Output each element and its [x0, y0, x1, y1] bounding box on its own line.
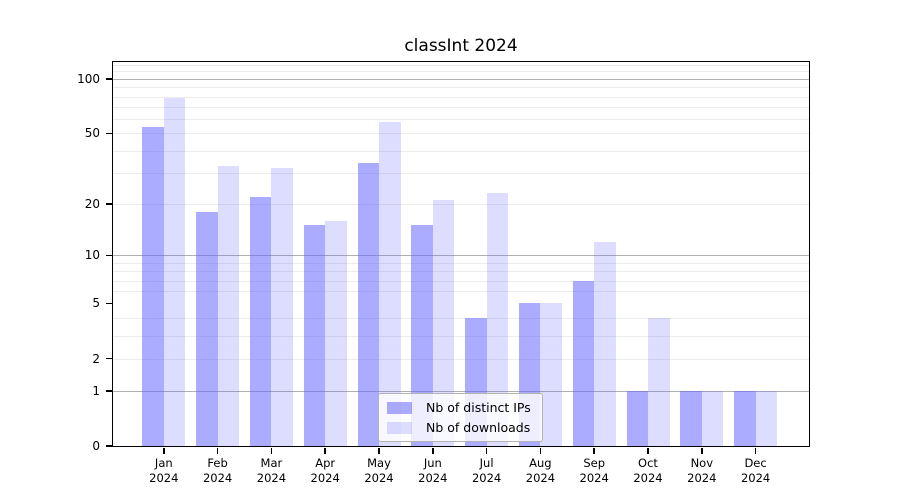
bar-downloads-jan: [163, 98, 186, 446]
bar-downloads-may: [379, 121, 401, 446]
bar-downloads-mar: [271, 167, 293, 446]
bar-downloads-oct: [648, 318, 670, 446]
y-tick-label-2: 2: [92, 351, 100, 366]
y-tick-label-5: 5: [92, 296, 100, 311]
bar-distinct-ips-may: [357, 163, 379, 446]
gridline-major-100: [113, 78, 809, 80]
legend-item-distinct-ips: Nb of distinct IPs: [387, 400, 534, 415]
bar-distinct-ips-dec: [734, 390, 756, 446]
gridline-minor-110: [113, 71, 809, 73]
legend-swatch-downloads: [387, 421, 412, 434]
y-tick-mark-50: [106, 132, 113, 135]
gridline-minor-6: [113, 291, 809, 293]
gridline-minor-90: [113, 87, 809, 89]
legend: Nb of distinct IPs Nb of downloads: [378, 393, 543, 442]
x-tick-mark-apr: [324, 447, 326, 454]
y-tick-mark-100: [106, 78, 113, 80]
gridline-minor-3: [113, 335, 809, 337]
bar-distinct-ips-mar: [249, 196, 272, 446]
y-tick-mark-10: [106, 254, 113, 257]
y-tick-label-50: 50: [84, 126, 100, 141]
x-tick-label-feb: Feb 2024: [202, 456, 233, 485]
x-tick-mark-may: [378, 447, 380, 454]
legend-swatch-distinct-ips: [387, 401, 412, 414]
bar-distinct-ips-jun: [411, 225, 433, 446]
bar-distinct-ips-feb: [196, 211, 218, 446]
y-tick-mark-0: [106, 445, 113, 447]
x-tick-label-mar: Mar 2024: [256, 456, 287, 485]
x-tick-mark-aug: [539, 447, 542, 454]
bar-downloads-jun: [432, 200, 455, 446]
gridline-minor-7: [113, 280, 809, 282]
x-tick-label-aug: Aug 2024: [525, 456, 556, 485]
bar-distinct-ips-oct: [626, 390, 648, 446]
gridline-minor-20: [113, 203, 809, 205]
gridline-minor-4: [113, 318, 809, 319]
bar-downloads-dec: [755, 390, 778, 446]
x-tick-mark-feb: [216, 447, 219, 454]
y-tick-mark-20: [106, 203, 113, 205]
x-tick-mark-mar: [270, 447, 273, 454]
legend-item-downloads: Nb of downloads: [387, 420, 534, 435]
y-tick-label-1: 1: [92, 383, 100, 398]
bar-downloads-jul: [486, 193, 509, 446]
bar-distinct-ips-apr: [303, 225, 326, 446]
y-tick-mark-2: [106, 357, 113, 360]
x-tick-label-apr: Apr 2024: [310, 456, 340, 485]
legend-label-distinct-ips: Nb of distinct IPs: [426, 400, 531, 415]
y-tick-label-100: 100: [77, 71, 100, 86]
bar-downloads-sep: [594, 242, 616, 446]
x-tick-label-nov: Nov 2024: [687, 456, 717, 485]
x-tick-mark-jan: [163, 447, 165, 454]
chart-title: classInt 2024: [404, 36, 518, 56]
gridline-minor-80: [113, 96, 809, 98]
gridline-major-10: [113, 255, 809, 257]
gridline-minor-70: [113, 106, 809, 108]
legend-label-downloads: Nb of downloads: [426, 420, 531, 435]
gridline-major-1: [113, 390, 809, 392]
gridline-minor-8: [113, 271, 809, 273]
gridline-minor-50: [113, 133, 809, 135]
y-tick-label-0: 0: [92, 439, 100, 453]
x-tick-label-jan: Jan 2024: [149, 456, 179, 485]
x-tick-mark-dec: [754, 447, 757, 454]
y-tick-mark-1: [106, 390, 113, 392]
x-tick-mark-jul: [485, 447, 488, 454]
gridline-minor-40: [113, 150, 809, 152]
x-tick-mark-nov: [701, 447, 703, 454]
x-tick-mark-oct: [647, 447, 649, 454]
y-tick-label-20: 20: [84, 196, 100, 211]
bar-distinct-ips-jan: [142, 127, 164, 446]
x-tick-mark-sep: [593, 447, 595, 454]
x-tick-label-dec: Dec 2024: [740, 456, 771, 485]
x-tick-mark-jun: [432, 447, 434, 454]
bar-distinct-ips-nov: [680, 390, 702, 446]
y-tick-label-10: 10: [84, 248, 100, 263]
gridline-minor-30: [113, 172, 809, 174]
x-tick-label-jun: Jun 2024: [418, 456, 448, 485]
x-tick-label-jul: Jul 2024: [471, 456, 502, 485]
bar-downloads-feb: [217, 165, 240, 446]
gridline-minor-9: [113, 262, 809, 264]
gridline-minor-120: [113, 64, 809, 66]
plot-area: [112, 61, 810, 447]
x-tick-label-sep: Sep 2024: [579, 456, 609, 485]
gridline-minor-2: [113, 358, 809, 360]
bar-downloads-nov: [701, 390, 724, 446]
bar-downloads-apr: [325, 220, 347, 446]
gridline-minor-60: [113, 119, 809, 121]
y-tick-mark-5: [106, 302, 113, 305]
x-tick-label-oct: Oct 2024: [633, 456, 663, 485]
bar-distinct-ips-sep: [572, 280, 595, 446]
x-tick-label-may: May 2024: [364, 456, 394, 485]
bar-downloads-aug: [540, 303, 562, 446]
